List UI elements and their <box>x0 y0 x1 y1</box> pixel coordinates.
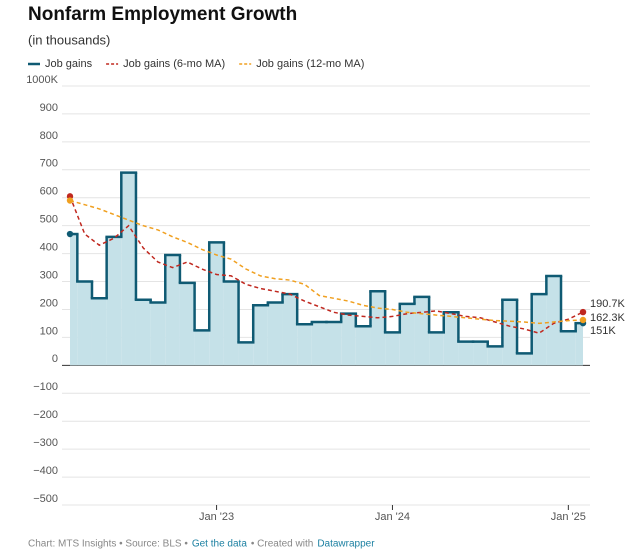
area-segment <box>311 322 327 366</box>
y-tick-label: 100 <box>40 325 58 337</box>
y-tick-label: 600 <box>40 186 58 198</box>
area-segment <box>355 326 371 366</box>
footer-text: Chart: MTS Insights • Source: BLS • <box>28 539 188 550</box>
area-segment <box>135 299 151 366</box>
area-segment <box>77 281 92 366</box>
x-tick-label: Jan '23 <box>199 511 234 523</box>
y-tick-label: −200 <box>33 409 58 421</box>
y-tick-label: 800 <box>40 130 58 142</box>
footer-link[interactable]: Datawrapper <box>317 539 375 550</box>
area-segment <box>267 302 283 366</box>
area-segment <box>150 302 166 366</box>
legend-label: Job gains <box>45 58 93 70</box>
area-segment <box>575 323 583 366</box>
area-segment <box>458 341 474 366</box>
area-segment <box>121 172 136 366</box>
area-segment <box>194 330 210 366</box>
area-segment <box>106 236 122 366</box>
y-tick-label: 200 <box>40 297 58 309</box>
area-segment <box>253 305 268 366</box>
area-segment <box>223 281 239 366</box>
end-label: 162.3K <box>590 312 626 324</box>
point-dot <box>579 308 587 316</box>
y-tick-label: 300 <box>40 269 58 281</box>
area-segment <box>238 342 254 366</box>
area-segment <box>370 291 386 366</box>
point-dot <box>66 197 74 204</box>
y-tick-label: −400 <box>33 465 58 477</box>
area-segment <box>179 282 195 366</box>
area-segment <box>517 353 532 366</box>
legend-label: Job gains (6-mo MA) <box>123 58 225 70</box>
y-tick-label: −500 <box>33 493 58 505</box>
area-segment <box>399 303 415 366</box>
ma-line <box>69 199 584 325</box>
area-segment <box>326 322 342 366</box>
y-tick-label: 0 <box>52 353 58 365</box>
area-segment <box>297 324 312 366</box>
y-tick-label: 1000K <box>26 74 58 86</box>
end-label: 151K <box>590 325 616 337</box>
area-segment <box>209 242 224 366</box>
area-segment <box>282 294 298 366</box>
area-segment <box>91 298 107 366</box>
area-segment <box>531 294 547 366</box>
chart-subtitle: (in thousands) <box>28 32 110 47</box>
chart-title: Nonfarm Employment Growth <box>28 4 297 25</box>
y-tick-label: 700 <box>40 158 58 170</box>
y-tick-label: 500 <box>40 214 58 226</box>
area-segment <box>165 254 180 366</box>
point-dot <box>579 316 587 324</box>
area-segment <box>502 299 518 366</box>
y-tick-label: −300 <box>33 437 58 449</box>
y-tick-label: 400 <box>40 242 58 254</box>
area-segment <box>561 331 576 366</box>
point-dot <box>66 230 74 238</box>
footer-link[interactable]: Get the data <box>192 539 247 550</box>
area-segment <box>473 341 488 366</box>
area-segment <box>487 346 503 366</box>
y-tick-label: 900 <box>40 102 58 114</box>
area-segment <box>429 332 444 366</box>
y-tick-label: −100 <box>33 381 58 393</box>
x-tick-label: Jan '24 <box>375 511 410 523</box>
area-segment <box>546 275 562 366</box>
area-segment <box>70 234 78 366</box>
area-segment <box>414 296 430 366</box>
footer-text: • Created with <box>251 539 313 550</box>
legend-label: Job gains (12-mo MA) <box>256 58 364 70</box>
end-label: 190.7K <box>590 298 626 310</box>
x-tick-label: Jan '25 <box>551 511 586 523</box>
area-segment <box>341 313 356 366</box>
area-segment <box>443 312 459 366</box>
area-segment <box>385 332 400 366</box>
